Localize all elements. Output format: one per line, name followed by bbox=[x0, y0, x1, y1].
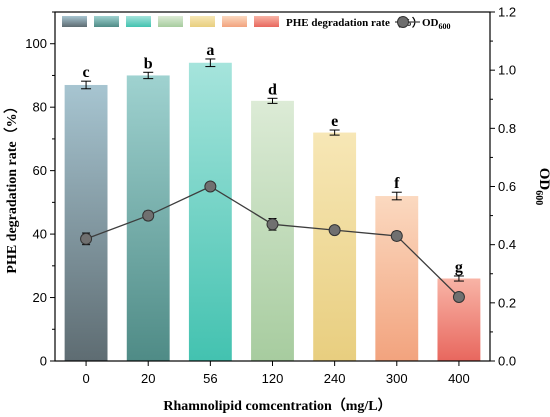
od-point-240 bbox=[328, 224, 341, 237]
x-tick-label-0: 0 bbox=[82, 371, 89, 386]
legend-swatch-6 bbox=[254, 16, 279, 27]
x-tick-label-300: 300 bbox=[386, 371, 408, 386]
legend-swatch-4 bbox=[190, 16, 215, 27]
legend-swatch-1 bbox=[94, 16, 119, 27]
right-tick-label-0.8: 0.8 bbox=[498, 121, 516, 136]
legend-label-bar: PHE degradation rate（%） bbox=[286, 16, 423, 29]
x-tick-label-20: 20 bbox=[141, 371, 155, 386]
x-tick-label-120: 120 bbox=[262, 371, 284, 386]
significance-letters: c b a d e f g bbox=[83, 42, 463, 276]
y-axis-title-right-main: OD bbox=[536, 168, 550, 191]
right-tick-label-0.2: 0.2 bbox=[498, 295, 516, 310]
bar-300 bbox=[375, 196, 419, 361]
y-axis-title-left: PHE degradation rate（%） bbox=[4, 99, 20, 273]
significance-letter-120: d bbox=[268, 81, 277, 98]
bar-120 bbox=[251, 100, 294, 361]
od-point-120 bbox=[266, 218, 279, 231]
legend-label-od-main: OD bbox=[422, 17, 439, 29]
legend-swatch-0 bbox=[62, 16, 87, 27]
left-tick-label-0: 0 bbox=[40, 354, 47, 369]
x-tick-label-400: 400 bbox=[448, 371, 470, 386]
left-tick-label-20: 20 bbox=[33, 290, 47, 305]
significance-letter-56: a bbox=[206, 42, 214, 59]
significance-letter-400: g bbox=[455, 259, 463, 276]
significance-letter-240: e bbox=[331, 113, 338, 130]
left-tick-label-100: 100 bbox=[25, 36, 47, 51]
od-point-20 bbox=[142, 209, 155, 222]
x-tick-label-240: 240 bbox=[324, 371, 346, 386]
legend-swatches bbox=[62, 16, 279, 27]
right-tick-label-1.2: 1.2 bbox=[498, 5, 516, 20]
bar-400 bbox=[437, 278, 481, 361]
legend-od-marker bbox=[397, 16, 409, 28]
right-tick-label-0.6: 0.6 bbox=[498, 179, 516, 194]
y-axis-title-right-sub: 600 bbox=[533, 190, 544, 205]
right-y-axis: 0.0 0.2 0.4 0.6 0.8 1.0 1.2 bbox=[490, 5, 516, 369]
od-line-layer bbox=[80, 180, 465, 304]
legend-label-od-sub: 600 bbox=[439, 22, 451, 31]
x-axis: 0 20 56 120 240 300 400 bbox=[82, 361, 470, 386]
legend-label-od: OD600 bbox=[422, 17, 451, 31]
od-point-0 bbox=[80, 232, 93, 245]
right-tick-label-0.4: 0.4 bbox=[498, 237, 516, 252]
x-tick-label-56: 56 bbox=[203, 371, 217, 386]
od-point-300 bbox=[390, 229, 403, 242]
bars-layer bbox=[64, 58, 481, 362]
left-y-axis: 0 20 40 60 80 100 bbox=[25, 11, 55, 369]
legend-swatch-5 bbox=[222, 16, 247, 27]
x-axis-title: Rhamnolipid comcentration（mg/L） bbox=[163, 398, 391, 414]
bar-0 bbox=[64, 84, 108, 362]
right-tick-label-1.0: 1.0 bbox=[498, 63, 516, 78]
legend: PHE degradation rate（%） OD600 bbox=[62, 16, 451, 31]
bar-56 bbox=[188, 62, 232, 361]
left-tick-label-40: 40 bbox=[33, 227, 47, 242]
left-tick-label-60: 60 bbox=[33, 163, 47, 178]
right-tick-label-0.0: 0.0 bbox=[498, 354, 516, 369]
bar-240 bbox=[313, 132, 357, 361]
od-point-56 bbox=[204, 180, 217, 193]
od-point-400 bbox=[452, 291, 465, 304]
left-tick-label-80: 80 bbox=[33, 100, 47, 115]
legend-swatch-3 bbox=[158, 16, 183, 27]
y-axis-title-right: OD600 bbox=[533, 168, 550, 206]
significance-letter-20: b bbox=[144, 55, 153, 72]
legend-swatch-2 bbox=[126, 16, 151, 27]
significance-letter-300: f bbox=[394, 175, 400, 192]
significance-letter-0: c bbox=[83, 64, 90, 81]
